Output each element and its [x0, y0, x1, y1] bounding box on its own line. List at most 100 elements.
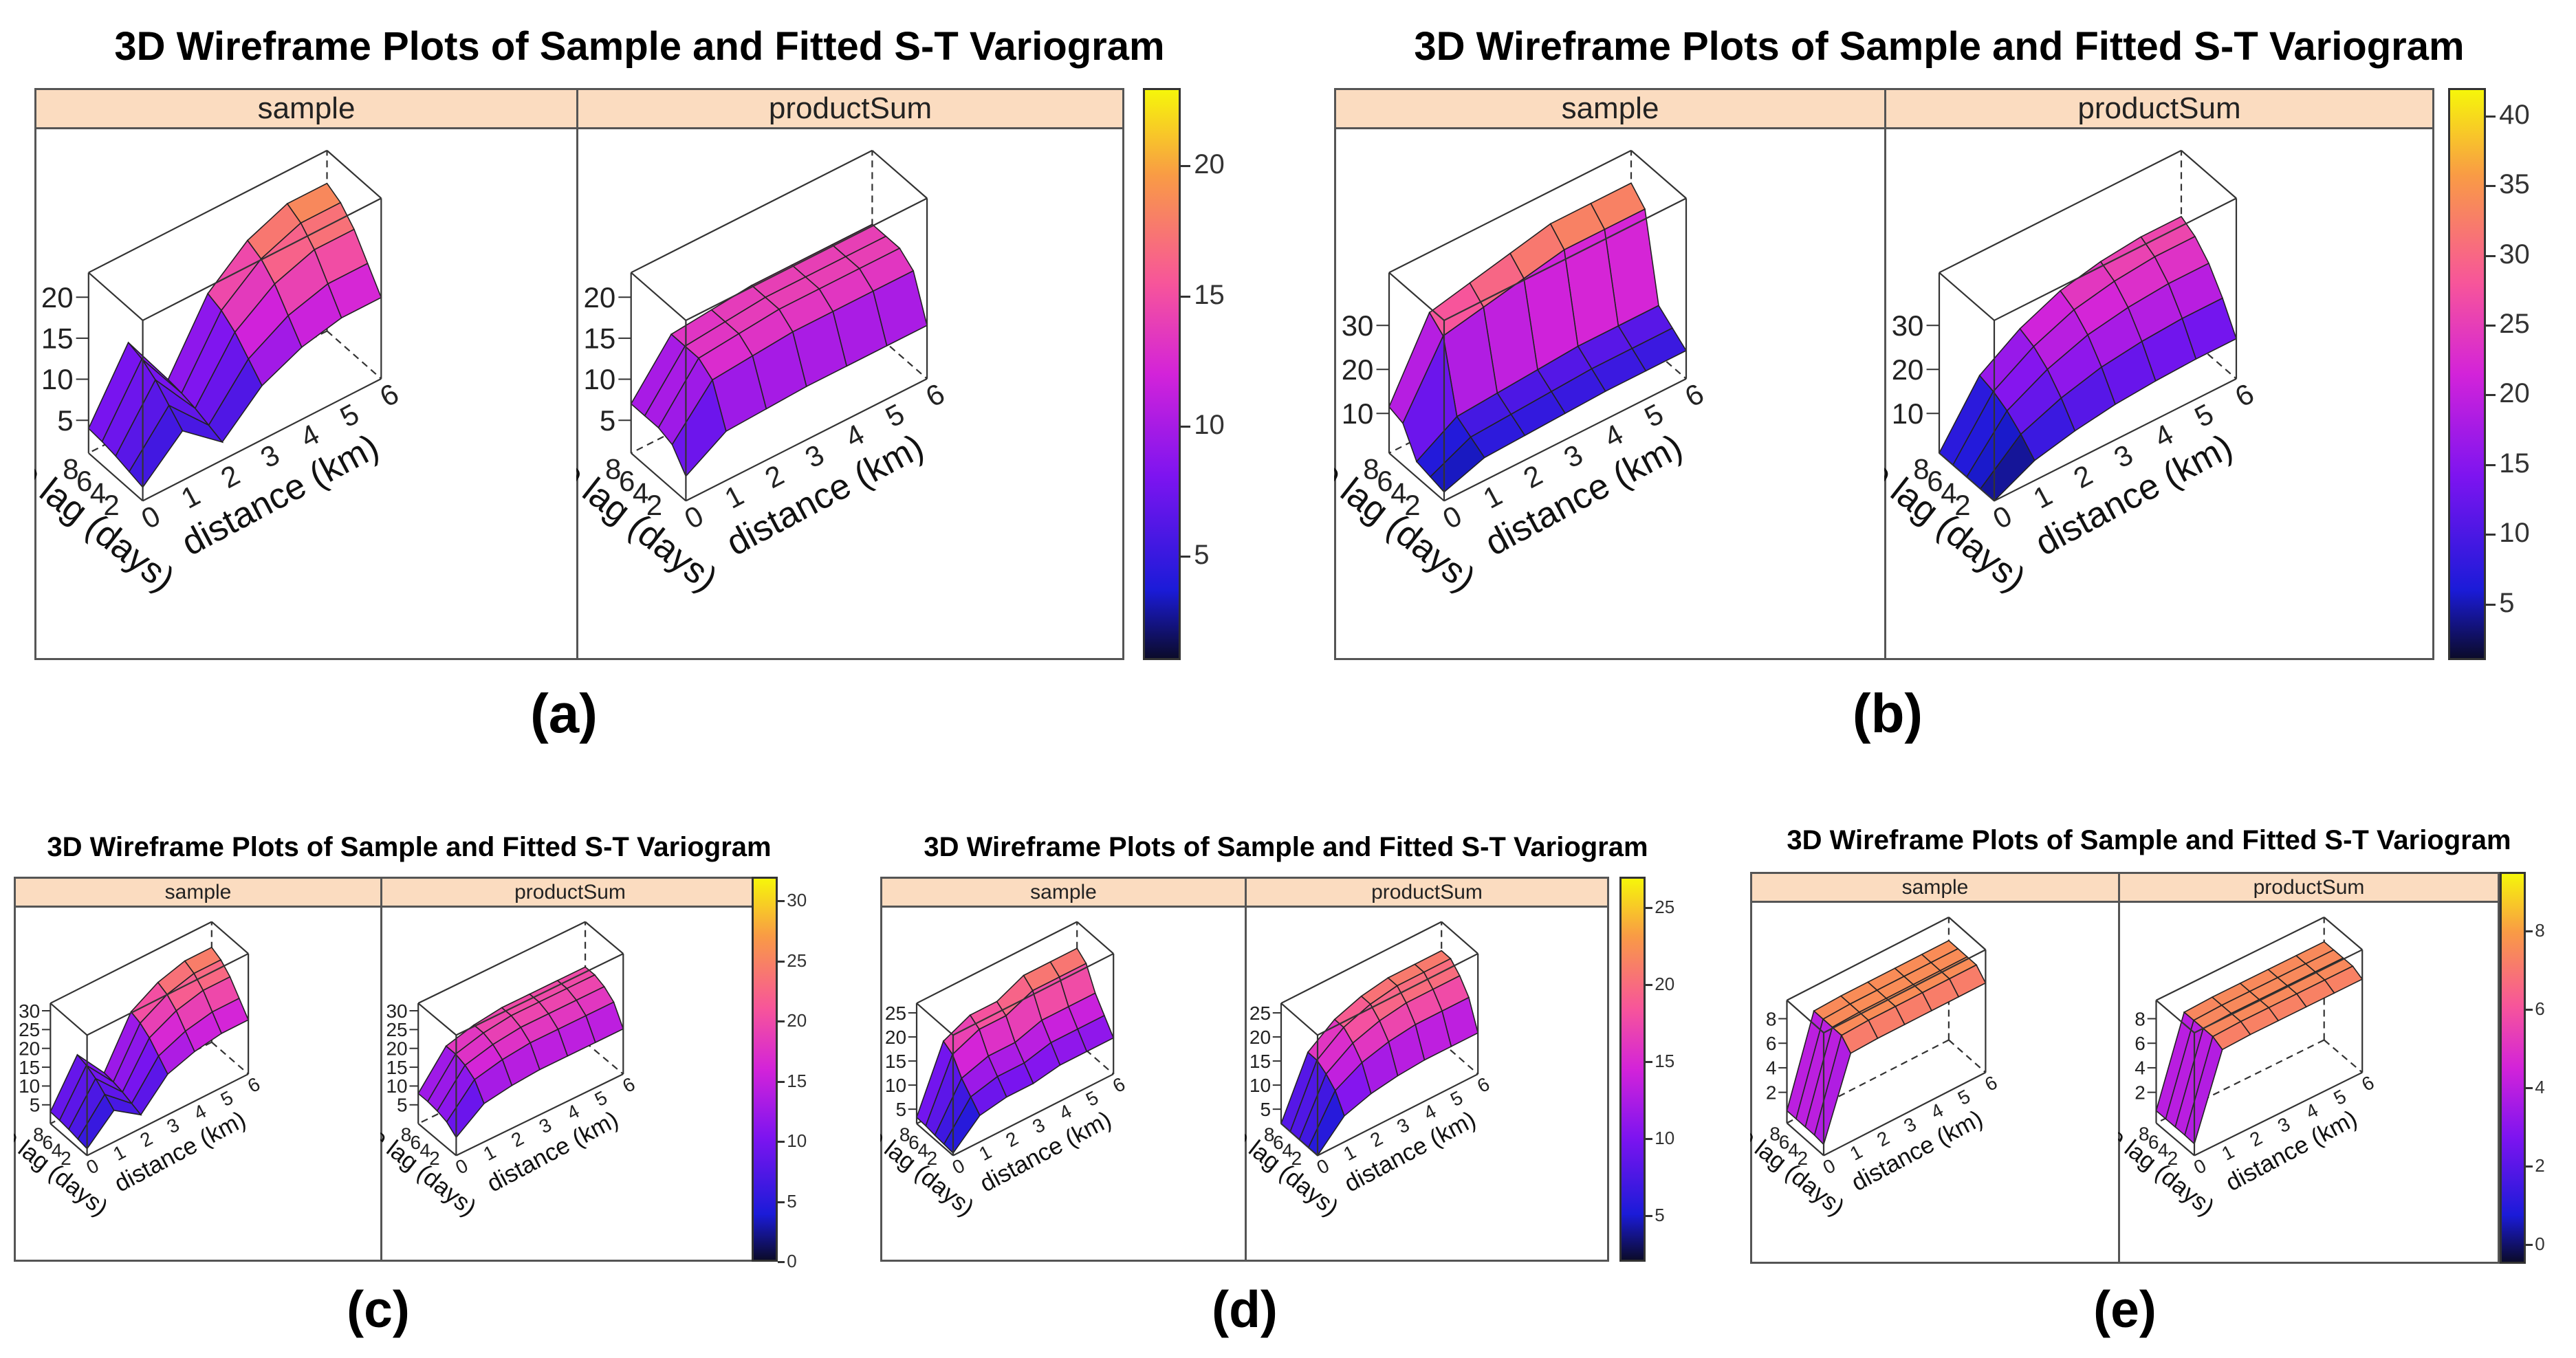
z-tick-label: 30 — [1342, 309, 1374, 342]
box-edge — [87, 952, 249, 1036]
distance-tick-label: 1 — [1478, 479, 1507, 514]
time-tick-label: 2 — [1797, 1148, 1808, 1169]
z-tick-label: 30 — [386, 1000, 407, 1022]
time-tick-label: 6 — [908, 1132, 919, 1153]
box-edge — [1317, 1073, 1478, 1157]
box-edge — [417, 921, 586, 1005]
time-tick-label: 2 — [429, 1148, 440, 1169]
distance-axis-label: distance (km) — [2029, 426, 2239, 564]
z-tick-label: 8 — [1766, 1008, 1777, 1029]
z-tick-label: 15 — [386, 1057, 407, 1078]
subfigure-label: (b) — [1852, 683, 1923, 744]
panel-strip-sample: sample — [1750, 872, 2120, 903]
box-edge — [1388, 149, 1632, 274]
box-edge — [211, 1041, 249, 1075]
colorbar-tick-label: 35 — [2499, 169, 2530, 200]
box-edge — [87, 1073, 249, 1157]
colorbar-tick-label: 20 — [2499, 378, 2530, 409]
colorbar-tick-label: 0 — [787, 1251, 797, 1272]
box-edge — [88, 272, 144, 321]
box-edge — [1939, 272, 1995, 321]
time-tick-label: 4 — [1390, 477, 1406, 509]
distance-tick-label: 1 — [1340, 1141, 1360, 1165]
distance-tick-label: 0 — [679, 499, 709, 535]
box-edge — [1280, 1123, 1318, 1157]
colorbar-tick-mark — [2486, 534, 2496, 536]
colorbar-tick-mark — [778, 1020, 785, 1022]
colorbar — [1143, 88, 1181, 660]
z-tick-label: 2 — [2135, 1082, 2146, 1103]
colorbar-tick-label: 15 — [1655, 1051, 1675, 1072]
box-edge — [1786, 1122, 1824, 1157]
box-edge — [2181, 150, 2237, 199]
distance-tick-label: 3 — [2274, 1113, 2293, 1137]
distance-axis-label: distance (km) — [1478, 426, 1689, 564]
time-tick-label: 4 — [52, 1140, 63, 1161]
subfigure-label: (d) — [1212, 1280, 1278, 1339]
time-tick-label: 2 — [646, 489, 662, 521]
time-tick-label: 4 — [1282, 1140, 1293, 1161]
colorbar-tick-mark — [2486, 324, 2496, 327]
distance-tick-label: 1 — [1846, 1141, 1866, 1165]
time-tick-label: 4 — [633, 477, 648, 509]
box-edge — [2194, 1071, 2363, 1157]
box-edge — [1076, 1041, 1114, 1075]
distance-tick-label: 1 — [480, 1141, 499, 1165]
z-tick-label: 15 — [19, 1057, 40, 1078]
z-tick-label: 20 — [1249, 1027, 1271, 1048]
colorbar — [2448, 88, 2486, 660]
panel-strip-productSum: productSum — [1245, 877, 1609, 908]
z-tick-label: 6 — [1766, 1033, 1777, 1054]
colorbar-tick-mark — [2526, 1165, 2533, 1168]
colorbar-tick-mark — [1646, 1060, 1652, 1063]
subfigure-label: (a) — [530, 683, 598, 744]
box-edge — [952, 1073, 1114, 1157]
distance-tick-label: 6 — [1981, 1071, 2000, 1095]
box-edge — [630, 272, 687, 321]
colorbar-tick-label: 5 — [1655, 1205, 1665, 1226]
colorbar-tick-mark — [778, 900, 785, 902]
time-tick-label: 2 — [1404, 489, 1420, 521]
box-edge — [142, 197, 382, 321]
distance-axis-label: distance (km) — [110, 1106, 250, 1197]
box-edge — [88, 452, 144, 502]
box-edge — [1948, 1039, 1987, 1073]
distance-tick-label: 5 — [1954, 1085, 1974, 1109]
colorbar-tick-label: 5 — [787, 1190, 797, 1212]
colorbar-tick-label: 0 — [2535, 1233, 2545, 1254]
box-edge — [417, 1003, 457, 1036]
figure-title: 3D Wireframe Plots of Sample and Fitted … — [1787, 825, 2511, 855]
box-edge — [211, 921, 249, 954]
z-tick-label: 2 — [1766, 1082, 1777, 1103]
z-tick-label: 20 — [19, 1038, 40, 1060]
distance-tick-label: 0 — [949, 1154, 968, 1179]
colorbar-tick-mark — [2486, 185, 2496, 188]
distance-tick-label: 6 — [2229, 377, 2259, 413]
distance-tick-label: 2 — [1873, 1127, 1892, 1151]
colorbar-tick-label: 30 — [2499, 239, 2530, 270]
colorbar-tick-mark — [778, 960, 785, 963]
colorbar — [2500, 872, 2526, 1264]
colorbar-tick-mark — [1646, 1214, 1652, 1217]
z-tick-label: 8 — [2135, 1008, 2146, 1029]
z-tick-label: 20 — [386, 1038, 407, 1060]
box-edge — [916, 1003, 954, 1036]
distance-axis-label: distance (km) — [976, 1106, 1116, 1197]
distance-tick-label: 2 — [1366, 1128, 1386, 1152]
time-tick-label: 8 — [1769, 1123, 1780, 1144]
box-edge — [952, 952, 1114, 1036]
z-tick-label: 10 — [1342, 397, 1374, 430]
z-tick-label: 5 — [895, 1099, 906, 1120]
distance-tick-label: 3 — [536, 1114, 555, 1138]
box-edge — [2155, 999, 2195, 1033]
box-edge — [326, 330, 382, 380]
distance-tick-label: 5 — [335, 397, 364, 433]
panel-strip-sample: sample — [34, 88, 578, 129]
distance-tick-label: 5 — [1639, 397, 1669, 433]
panel-divider — [1245, 877, 1247, 1262]
distance-tick-label: 1 — [2028, 479, 2057, 514]
box-edge — [585, 921, 624, 954]
z-tick-label: 5 — [600, 404, 615, 437]
